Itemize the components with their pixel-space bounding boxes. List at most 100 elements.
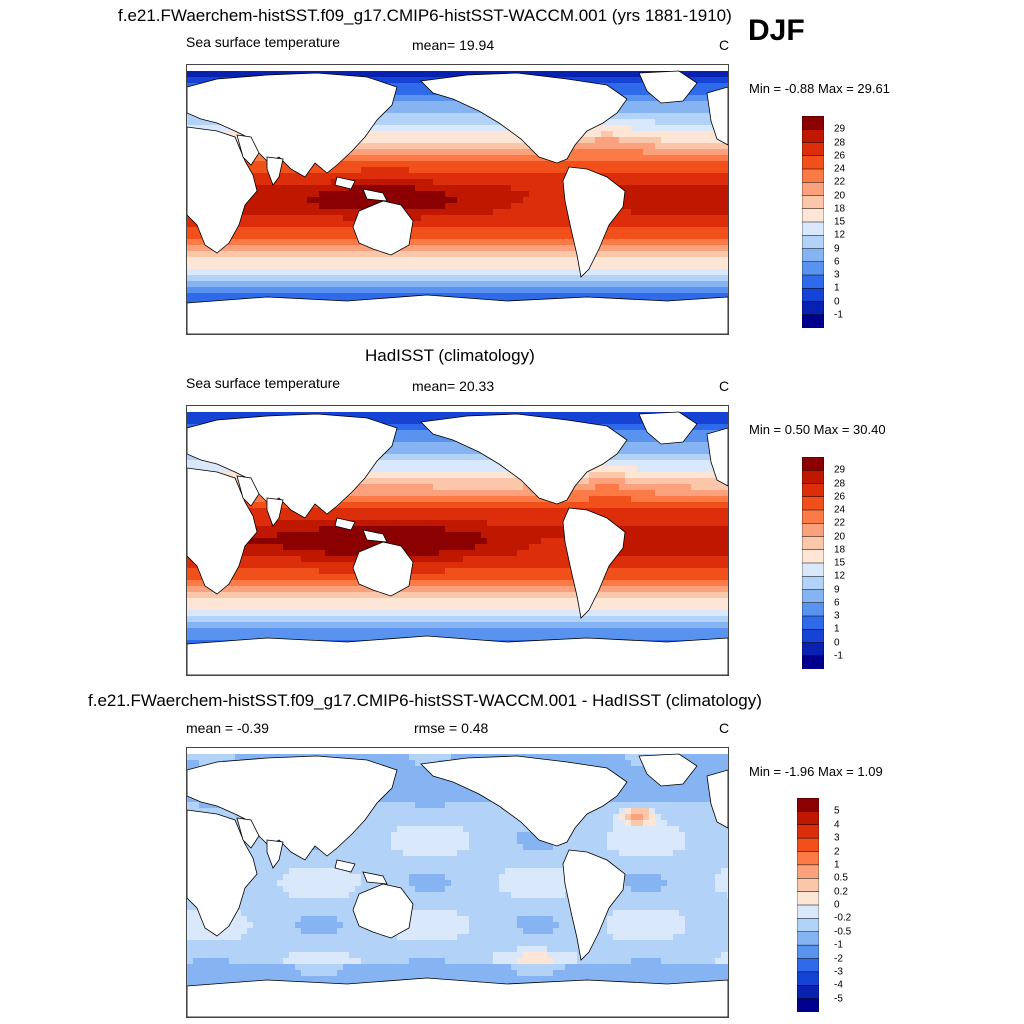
land-mass [236, 475, 284, 527]
colorbar-swatch [801, 155, 825, 170]
colorbar-tick-label: 3 [834, 269, 840, 281]
colorbar-swatch [801, 142, 825, 157]
panel-2-variable-label: Sea surface temperature [186, 375, 341, 391]
colorbar-swatch [801, 261, 825, 276]
land-mass [420, 755, 628, 847]
colorbar-swatch [801, 208, 825, 223]
colorbar-tick-label: 24 [834, 504, 846, 516]
colorbar-tick-label: -5 [834, 993, 843, 1005]
panel-2-colorbar [801, 456, 825, 674]
land-mass [420, 72, 628, 164]
colorbar-swatch [796, 918, 820, 933]
land-mass [562, 849, 626, 961]
colorbar-tick-label: -0.5 [834, 926, 852, 938]
colorbar-swatch [801, 509, 825, 524]
panel-3-minmax-label: Min = -1.96 Max = 1.09 [749, 764, 883, 779]
colorbar-tick-label: 26 [834, 491, 846, 503]
colorbar-tick-label: 0 [834, 637, 840, 648]
colorbar-tick-label: -4 [834, 979, 843, 991]
colorbar-tick-label: 22 [834, 176, 846, 188]
colorbar-swatch [801, 195, 825, 210]
land-mass [187, 809, 258, 937]
panel-1-variable-label: Sea surface temperature [186, 34, 341, 50]
colorbar-swatch [796, 878, 820, 893]
colorbar-swatch [801, 129, 825, 144]
land-mass [334, 859, 388, 885]
colorbar-swatch [796, 891, 820, 906]
colorbar-swatch [801, 115, 825, 130]
colorbar-swatch [801, 483, 825, 498]
colorbar-swatch [801, 248, 825, 263]
colorbar-tick-label: 0 [834, 296, 840, 307]
land-mass [352, 541, 414, 597]
land-mass [638, 753, 698, 787]
colorbar-swatch [801, 274, 825, 289]
colorbar-tick-label: 15 [834, 557, 846, 569]
land-mass [187, 755, 398, 861]
land-mass [706, 427, 728, 487]
colorbar-swatch [796, 958, 820, 973]
colorbar-swatch [801, 470, 825, 485]
panel-1-mean-label: mean= 19.94 [412, 37, 495, 53]
colorbar-tick-label: -1 [834, 650, 843, 662]
land-mass [334, 517, 388, 543]
panel-1-map [186, 64, 729, 335]
colorbar-tick-label: 18 [834, 203, 846, 215]
colorbar-tick-label: 9 [834, 243, 840, 254]
colorbar-swatch [801, 523, 825, 538]
colorbar-swatch [801, 655, 825, 670]
land-mass [187, 413, 398, 519]
land-mass [236, 817, 284, 869]
colorbar-tick-label: 29 [834, 123, 846, 135]
colorbar-swatch [801, 576, 825, 591]
land-mass [334, 176, 388, 202]
colorbar-tick-label: 20 [834, 190, 846, 201]
colorbar-swatch [801, 642, 825, 657]
colorbar-swatch [801, 168, 825, 183]
colorbar-swatch [796, 837, 820, 853]
panel-2-minmax-label: Min = 0.50 Max = 30.40 [749, 422, 886, 437]
colorbar-tick-label: 20 [834, 531, 846, 542]
colorbar-tick-label: 1 [834, 859, 840, 871]
colorbar-swatch [796, 904, 820, 919]
colorbar-tick-label: 22 [834, 517, 846, 529]
colorbar-tick-label: 3 [834, 610, 840, 622]
colorbar-swatch [796, 797, 820, 812]
land-mass [638, 70, 698, 104]
colorbar-tick-label: 24 [834, 163, 846, 175]
colorbar-swatch [801, 602, 825, 617]
colorbar-tick-label: 18 [834, 544, 846, 556]
colorbar-swatch [801, 314, 825, 329]
land-mass [187, 294, 728, 334]
colorbar-tick-label: -1 [834, 309, 843, 321]
land-mass [352, 200, 414, 256]
colorbar-tick-label: 12 [834, 229, 846, 241]
colorbar-tick-label: 15 [834, 216, 846, 228]
panel-3-title: f.e21.FWaerchem-histSST.f09_g17.CMIP6-hi… [88, 691, 762, 710]
land-mass [562, 507, 626, 619]
colorbar-swatch [801, 301, 825, 316]
land-mass [562, 166, 626, 278]
panel-3-map [186, 747, 729, 1018]
colorbar-tick-label: 6 [834, 597, 840, 609]
panel-1-title: f.e21.FWaerchem-histSST.f09_g17.CMIP6-hi… [118, 6, 732, 25]
land-mass [236, 134, 284, 186]
colorbar-swatch [796, 824, 820, 839]
colorbar-tick-label: 3 [834, 832, 840, 844]
panel-1-colorbar-labels: 29 28 26 24 22 20 18 15 12 9 6 3 1 0 -1 [834, 116, 874, 328]
panel-2-unit-label: C [719, 378, 730, 394]
panel-3-mean-label: mean = -0.39 [186, 720, 269, 736]
colorbar-swatch [801, 288, 825, 303]
colorbar-swatch [796, 811, 820, 826]
colorbar-tick-label: 0.2 [834, 886, 848, 898]
colorbar-tick-label: 4 [834, 819, 840, 831]
land-mass [706, 769, 728, 829]
land-mass [187, 977, 728, 1017]
land-mass [706, 86, 728, 146]
colorbar-swatch [801, 496, 825, 511]
panel-2-map [186, 405, 729, 676]
colorbar-swatch [796, 931, 820, 946]
colorbar-swatch [801, 456, 825, 471]
colorbar-swatch [796, 851, 820, 866]
colorbar-swatch [801, 182, 825, 197]
